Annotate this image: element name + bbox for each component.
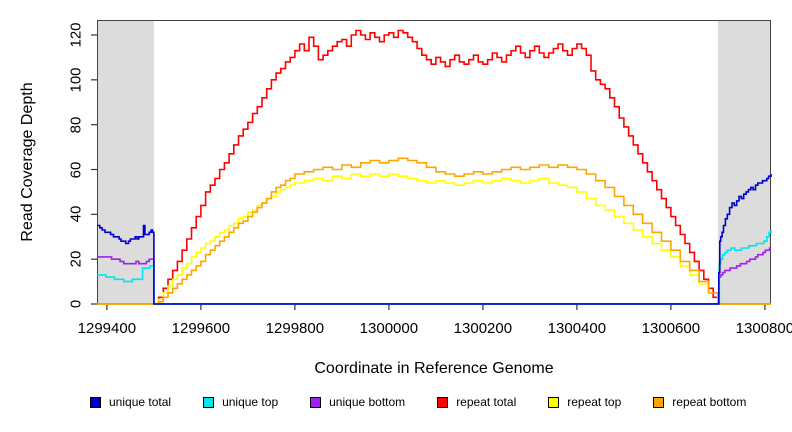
plot-box <box>97 20 771 304</box>
legend-label: unique total <box>109 395 172 409</box>
legend-item-unique-bottom: unique bottom <box>310 395 405 409</box>
series-repeat-bottom <box>97 157 771 305</box>
y-tick-label: 0 <box>67 299 85 309</box>
legend-swatch <box>90 396 101 408</box>
legend-label: unique top <box>222 395 279 409</box>
series-repeat-total <box>97 29 771 305</box>
legend-swatch <box>437 396 449 408</box>
y-tick-label: 80 <box>67 116 85 134</box>
legend-label: repeat total <box>456 395 517 409</box>
legend-swatch <box>310 396 322 408</box>
legend-label: repeat top <box>567 395 622 409</box>
legend-item-repeat-bottom: repeat bottom <box>653 395 746 409</box>
y-tick-label: 40 <box>67 205 85 223</box>
x-tick-label: 1300000 <box>359 320 419 337</box>
y-tick-label: 120 <box>67 22 85 48</box>
x-tick-label: 1299400 <box>77 320 137 337</box>
x-tick-label: 1300400 <box>547 320 607 337</box>
legend-swatch <box>203 396 215 408</box>
y-axis-title: Read Coverage Depth <box>19 82 36 242</box>
series-unique-total <box>97 174 772 305</box>
x-tick-label: 1300600 <box>641 320 701 337</box>
x-tick-label: 1300800 <box>735 320 792 337</box>
y-tick-label: 100 <box>67 67 85 93</box>
y-tick-label: 60 <box>67 161 85 178</box>
x-axis-title: Coordinate in Reference Genome <box>314 360 554 377</box>
legend-item-repeat-top: repeat top <box>548 395 621 409</box>
x-tick-label: 1299600 <box>171 320 231 337</box>
legend-label: repeat bottom <box>672 395 747 409</box>
legend: unique total unique top unique bottom repea… <box>90 395 746 409</box>
legend-item-repeat-total: repeat total <box>437 395 516 409</box>
series-repeat-top <box>97 173 771 305</box>
series-unique-top <box>97 230 772 305</box>
masked-region <box>717 20 771 304</box>
legend-item-unique-top: unique top <box>203 395 278 409</box>
legend-item-unique-total: unique total <box>90 395 171 409</box>
legend-label: unique bottom <box>329 395 406 409</box>
y-tick-label: 20 <box>67 250 85 268</box>
series-unique-bottom <box>97 247 771 305</box>
x-tick-label: 1300200 <box>453 320 513 337</box>
legend-swatch <box>548 396 560 408</box>
legend-swatch <box>653 396 665 408</box>
masked-region <box>97 20 154 304</box>
x-tick-label: 1299800 <box>265 320 325 337</box>
